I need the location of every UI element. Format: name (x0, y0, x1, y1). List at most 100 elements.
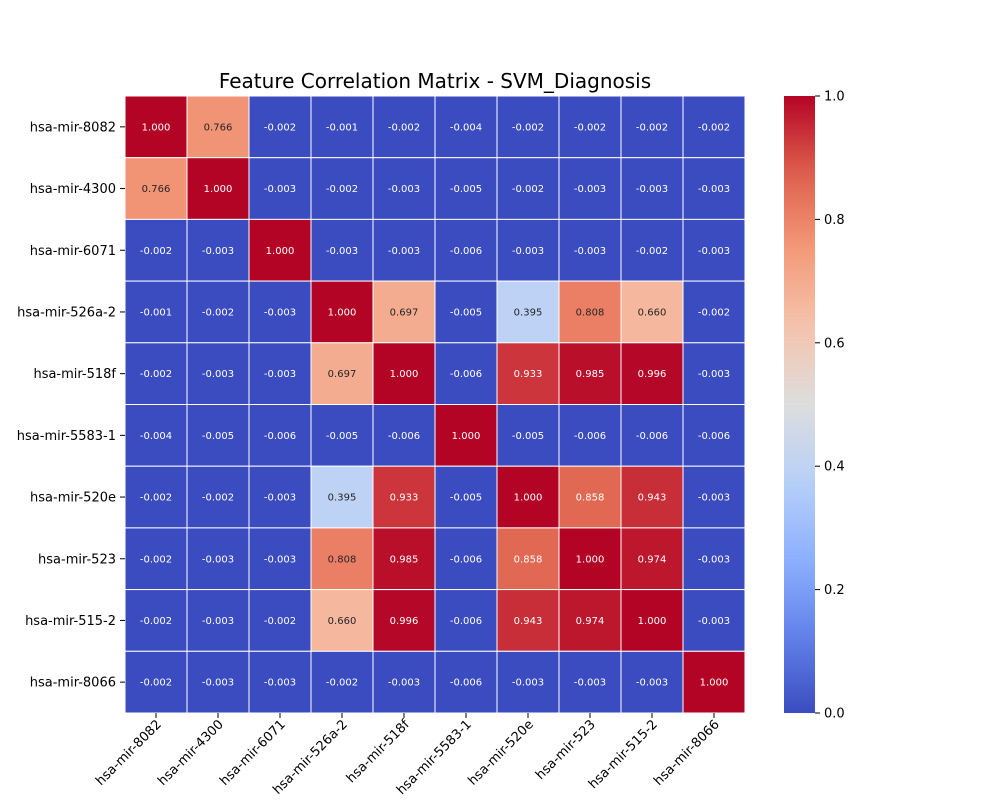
heatmap-cell (682, 465, 746, 529)
heatmap-cell (372, 342, 436, 405)
heatmap-cell (496, 157, 560, 220)
cell-annotation: -0.006 (450, 616, 482, 627)
cell-annotation: 0.996 (390, 616, 419, 627)
cell-annotation: -0.002 (202, 307, 234, 318)
cell-annotation: -0.002 (264, 616, 296, 627)
cell-annotation: -0.002 (140, 554, 172, 565)
y-tick-label: hsa-mir-520e (30, 491, 116, 506)
cell-annotation: 0.808 (328, 554, 357, 565)
heatmap-cell (186, 95, 250, 159)
cell-annotation: 0.660 (328, 616, 357, 627)
cell-annotation: -0.005 (450, 307, 482, 318)
cell-annotation: -0.003 (636, 184, 668, 195)
y-tick-label: hsa-mir-8082 (30, 120, 116, 135)
cell-annotation: -0.003 (202, 616, 234, 627)
cell-annotation: -0.002 (264, 122, 296, 133)
cell-annotation: 0.943 (514, 616, 543, 627)
cell-annotation: -0.003 (698, 493, 730, 504)
cell-annotation: -0.003 (264, 554, 296, 565)
heatmap-cells (124, 95, 746, 714)
heatmap-cell (682, 157, 746, 220)
cell-annotation: -0.003 (512, 246, 544, 257)
heatmap-cell (620, 589, 684, 652)
colorbar-tick-label: 0.6 (824, 336, 845, 351)
heatmap-annotations: 1.000 0.766 -0.002 -0.001 -0.002 -0.004 -0.002… (140, 122, 730, 688)
heatmap-cell (620, 404, 684, 467)
cell-annotation: -0.005 (202, 431, 234, 442)
cell-annotation: 0.766 (142, 184, 171, 195)
heatmap-cell (310, 404, 374, 467)
cell-annotation: -0.002 (140, 616, 172, 627)
heatmap-cell (186, 218, 250, 282)
cell-annotation: 1.000 (700, 678, 729, 689)
x-tick-label: hsa-mir-523 (533, 717, 599, 783)
cell-annotation: 1.000 (452, 431, 481, 442)
cell-annotation: -0.002 (512, 184, 544, 195)
cell-annotation: -0.003 (264, 493, 296, 504)
colorbar-fill (784, 96, 815, 713)
heatmap-cell (558, 157, 622, 220)
heatmap-cell (248, 589, 312, 652)
heatmap-cell (558, 527, 622, 591)
heatmap-cell (434, 280, 498, 344)
colorbar-tick-label: 1.0 (824, 90, 845, 105)
cell-annotation: 0.985 (390, 554, 419, 565)
heatmap-cell (496, 650, 560, 714)
y-tick-label: hsa-mir-5583-1 (17, 429, 116, 444)
cell-annotation: -0.001 (326, 122, 358, 133)
cell-annotation: 0.808 (576, 307, 605, 318)
heatmap-cell (248, 527, 312, 591)
cell-annotation: -0.006 (450, 246, 482, 257)
y-tick-label: hsa-mir-6071 (30, 244, 116, 259)
heatmap-cell (310, 527, 374, 591)
heatmap-cell (496, 527, 560, 591)
heatmap-cell (434, 157, 498, 220)
cell-annotation: 1.000 (576, 554, 605, 565)
cell-annotation: -0.005 (450, 493, 482, 504)
cell-annotation: -0.002 (574, 122, 606, 133)
cell-annotation: -0.003 (202, 369, 234, 380)
heatmap-cell (124, 650, 188, 714)
chart-title: Feature Correlation Matrix - SVM_Diagnos… (219, 69, 651, 93)
cell-annotation: -0.005 (512, 431, 544, 442)
cell-annotation: 0.395 (514, 307, 543, 318)
cell-annotation: -0.002 (140, 369, 172, 380)
heatmap-cell (558, 95, 622, 159)
cell-annotation: -0.002 (202, 493, 234, 504)
heatmap-cell (124, 404, 188, 467)
heatmap-cell (558, 650, 622, 714)
x-tick-label: hsa-mir-518f (344, 717, 413, 786)
cell-annotation: -0.003 (512, 678, 544, 689)
cell-annotation: -0.002 (326, 184, 358, 195)
cell-annotation: -0.003 (388, 678, 420, 689)
heatmap-cell (186, 342, 250, 405)
cell-annotation: -0.002 (388, 122, 420, 133)
heatmap-cell (372, 218, 436, 282)
cell-annotation: -0.005 (326, 431, 358, 442)
heatmap-cell (248, 342, 312, 405)
cell-annotation: -0.006 (636, 431, 668, 442)
heatmap-cell (310, 157, 374, 220)
heatmap-cell (496, 342, 560, 405)
cell-annotation: 0.660 (638, 307, 667, 318)
heatmap-cell (682, 527, 746, 591)
cell-annotation: -0.002 (140, 493, 172, 504)
x-axis: hsa-mir-8082hsa-mir-4300hsa-mir-6071hsa-… (93, 713, 723, 798)
cell-annotation: 0.996 (638, 369, 667, 380)
cell-annotation: -0.003 (698, 246, 730, 257)
cell-annotation: -0.002 (140, 678, 172, 689)
heatmap-cell (186, 589, 250, 652)
cell-annotation: -0.004 (450, 122, 482, 133)
cell-annotation: -0.003 (388, 184, 420, 195)
heatmap-cell (682, 342, 746, 405)
cell-annotation: -0.003 (264, 184, 296, 195)
colorbar-tick-label: 0.0 (824, 707, 845, 722)
cell-annotation: -0.003 (574, 678, 606, 689)
cell-annotation: 1.000 (390, 369, 419, 380)
cell-annotation: -0.006 (264, 431, 296, 442)
heatmap-cell (310, 465, 374, 529)
heatmap-cell (620, 157, 684, 220)
heatmap-cell (682, 95, 746, 159)
cell-annotation: 1.000 (638, 616, 667, 627)
heatmap-cell (186, 527, 250, 591)
